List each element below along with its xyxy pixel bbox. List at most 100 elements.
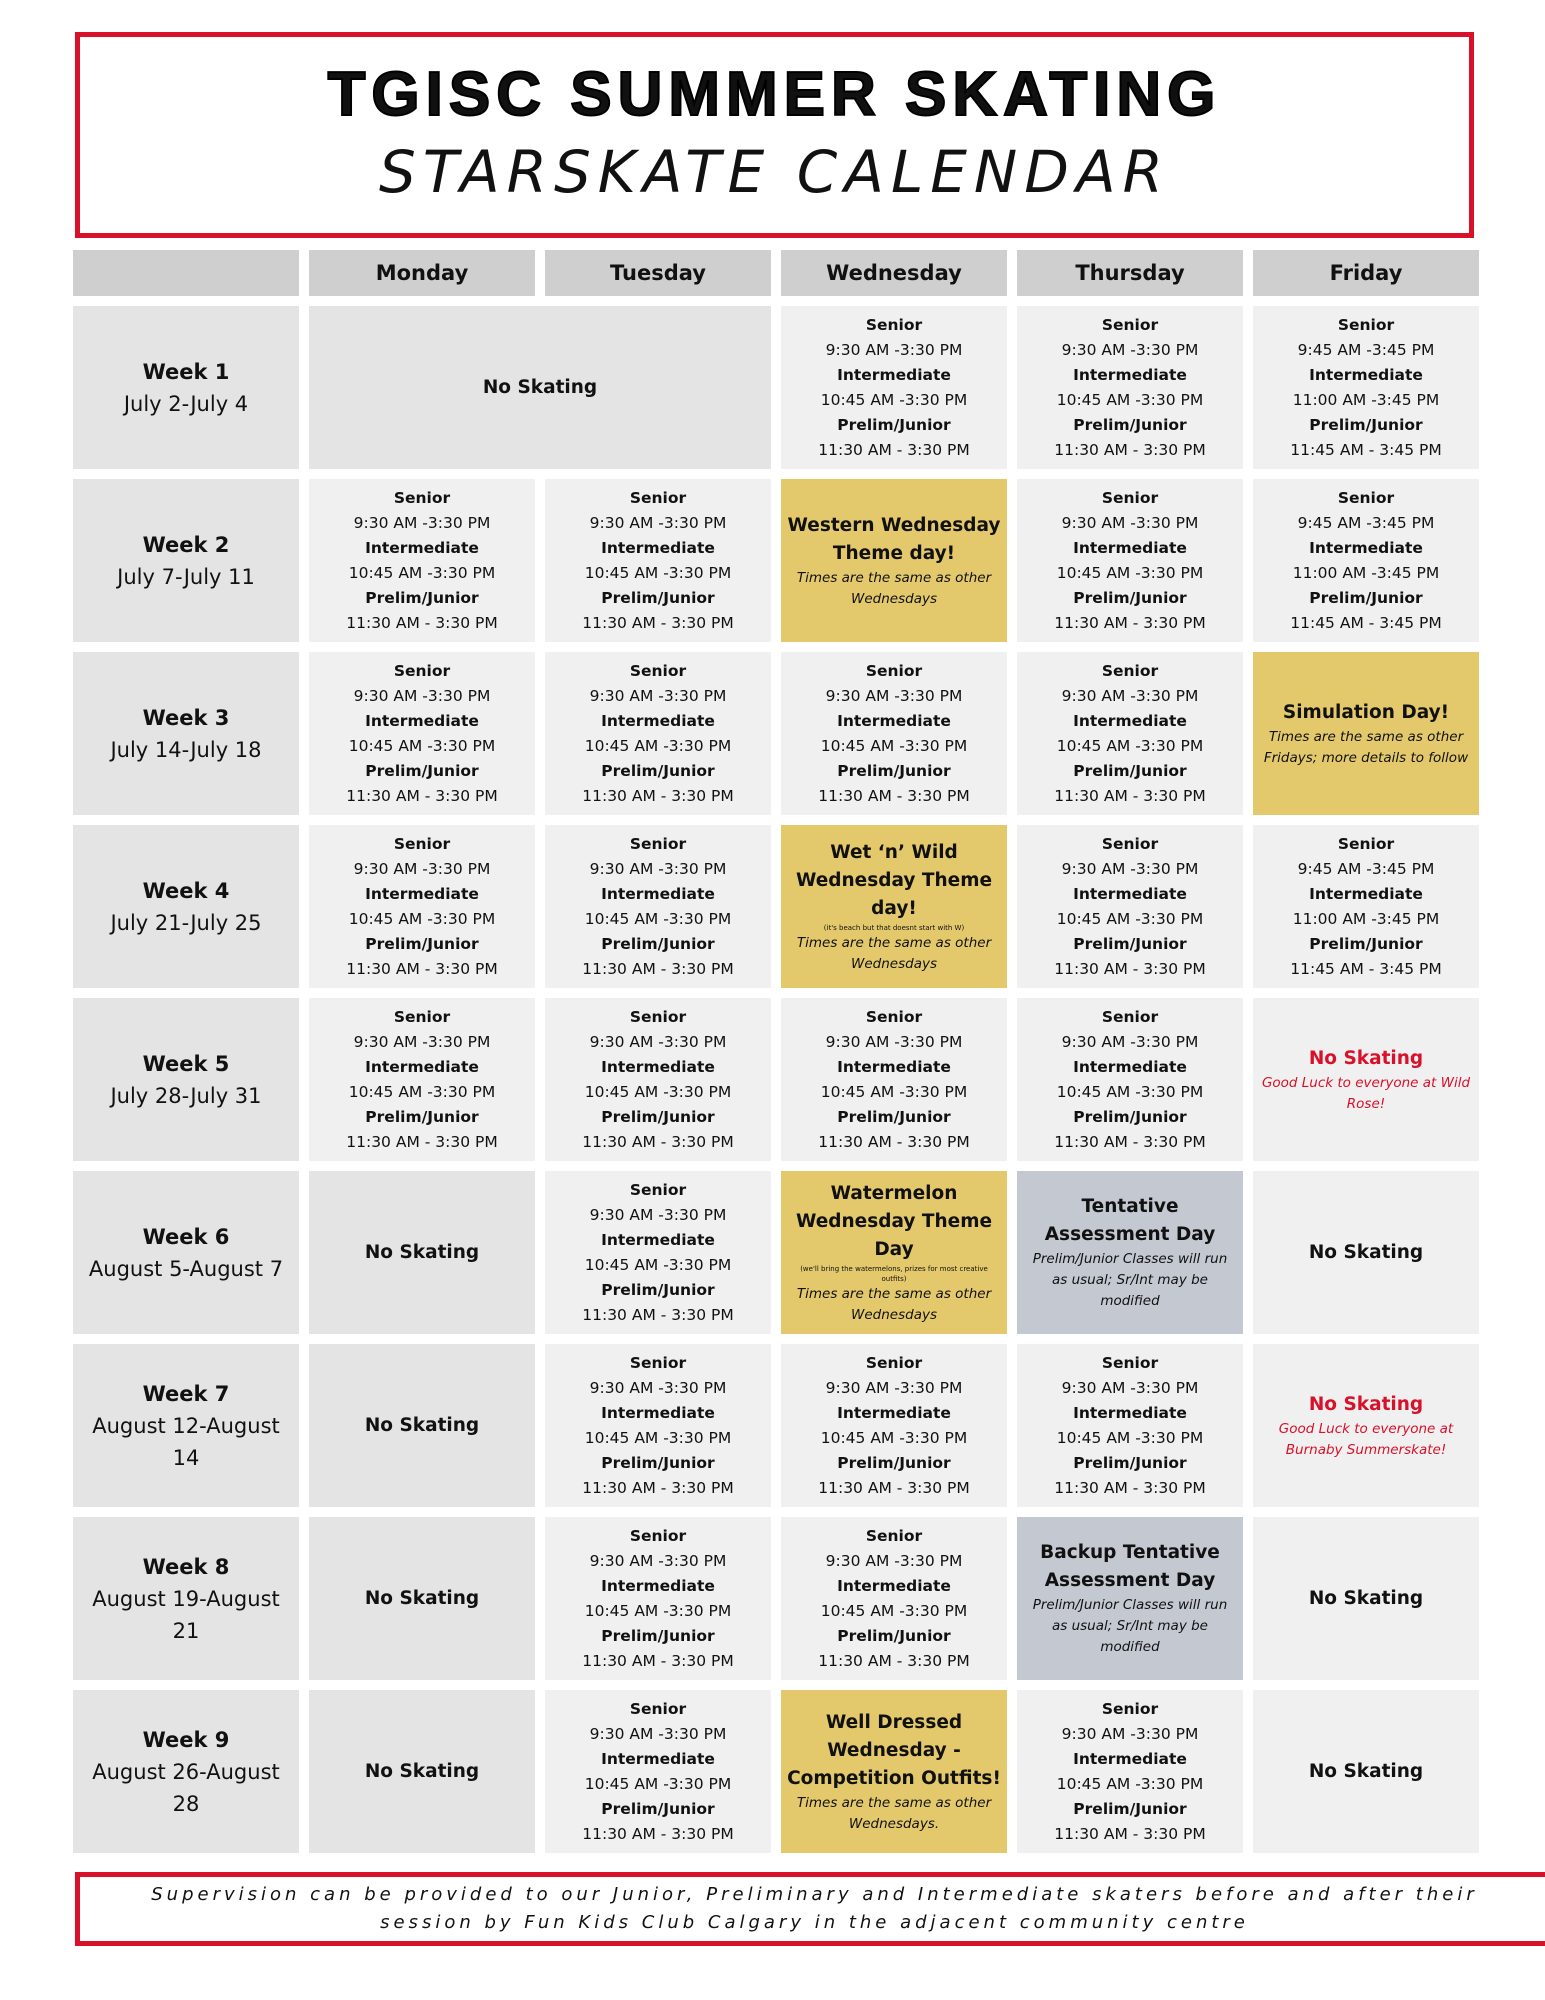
level-name: Intermediate (837, 365, 951, 384)
day-header: Monday (309, 250, 535, 296)
week-label: Week 2 July 7-July 11 (73, 479, 299, 642)
time-range: 11:30 AM - 3:30 PM (582, 786, 734, 805)
time-range: 9:30 AM -3:30 PM (825, 340, 963, 359)
level-name: Intermediate (601, 884, 715, 903)
level-name: Prelim/Junior (601, 588, 715, 607)
level-name: Intermediate (1073, 1057, 1187, 1076)
event-title: Western Wednesday Theme day! (787, 514, 1001, 564)
level-name: Prelim/Junior (601, 1280, 715, 1299)
time-range: 10:45 AM -3:30 PM (584, 1082, 732, 1101)
time-range: 11:45 AM - 3:45 PM (1290, 613, 1442, 632)
event-title: No Skating (1308, 1587, 1424, 1609)
time-range: 10:45 AM -3:30 PM (584, 736, 732, 755)
time-range: 9:30 AM -3:30 PM (589, 513, 727, 532)
time-range: 11:30 AM - 3:30 PM (1054, 613, 1206, 632)
level-name: Prelim/Junior (601, 1799, 715, 1818)
level-name: Prelim/Junior (1309, 415, 1423, 434)
week-label: Week 3 July 14-July 18 (73, 652, 299, 815)
schedule-cell: Senior 9:30 AM -3:30 PM Intermediate 10:45 … (1017, 479, 1243, 642)
time-range: 9:30 AM -3:30 PM (825, 1378, 963, 1397)
time-range: 10:45 AM -3:30 PM (1056, 563, 1204, 582)
day-header: Friday (1253, 250, 1479, 296)
time-range: 11:30 AM - 3:30 PM (582, 1132, 734, 1151)
level-name: Senior (629, 488, 687, 507)
header: TGISC SUMMER SKATING STARSKATE CALENDAR (75, 32, 1474, 238)
level-name: Senior (1337, 834, 1395, 853)
event-cell: No Skating (1253, 1171, 1479, 1334)
level-name: Senior (1101, 1353, 1159, 1372)
event-title: No Skating (364, 1760, 480, 1782)
day-header: Tuesday (545, 250, 771, 296)
footer-text: Supervision can be provided to our Junio… (151, 1884, 1478, 1933)
event-title: No Skating (364, 1241, 480, 1263)
time-range: 9:30 AM -3:30 PM (353, 513, 491, 532)
time-range: 11:30 AM - 3:30 PM (582, 1478, 734, 1497)
level-name: Intermediate (365, 711, 479, 730)
time-range: 10:45 AM -3:30 PM (1056, 736, 1204, 755)
time-range: 11:30 AM - 3:30 PM (1054, 440, 1206, 459)
level-name: Prelim/Junior (601, 1453, 715, 1472)
time-range: 9:30 AM -3:30 PM (353, 859, 491, 878)
level-name: Senior (393, 661, 451, 680)
event-cell: Backup Tentative Assessment Day Prelim/Ju… (1017, 1517, 1243, 1680)
level-name: Prelim/Junior (1309, 934, 1423, 953)
event-title: No Skating (1308, 1047, 1424, 1069)
time-range: 10:45 AM -3:30 PM (820, 1601, 968, 1620)
time-range: 11:45 AM - 3:45 PM (1290, 959, 1442, 978)
time-range: 9:30 AM -3:30 PM (589, 1205, 727, 1224)
schedule-cell: Senior 9:30 AM -3:30 PM Intermediate 10:45 … (545, 1171, 771, 1334)
time-range: 9:30 AM -3:30 PM (353, 1032, 491, 1051)
time-range: 9:30 AM -3:30 PM (825, 686, 963, 705)
time-range: 10:45 AM -3:30 PM (584, 563, 732, 582)
calendar-table: Monday Tuesday Wednesday Thursday Friday Week… (73, 250, 1479, 1853)
time-range: 11:30 AM - 3:30 PM (818, 1651, 970, 1670)
level-name: Senior (865, 1353, 923, 1372)
week-name: Week 7 (142, 1381, 230, 1406)
event-cell: Simulation Day! Times are the same as oth… (1253, 652, 1479, 815)
event-title: No Skating (364, 1587, 480, 1609)
level-name: Prelim/Junior (837, 1107, 951, 1126)
event-cell: No Skating (309, 1517, 535, 1680)
event-cell: No Skating (1253, 1517, 1479, 1680)
level-name: Senior (865, 661, 923, 680)
week-name: Week 8 (142, 1554, 230, 1579)
level-name: Prelim/Junior (1073, 1453, 1187, 1472)
schedule-cell: Senior 9:30 AM -3:30 PM Intermediate 10:45 … (545, 1517, 771, 1680)
week-dates: August 19-August 21 (92, 1586, 280, 1643)
level-name: Senior (865, 315, 923, 334)
level-name: Intermediate (1309, 884, 1423, 903)
time-range: 9:30 AM -3:30 PM (1061, 340, 1199, 359)
time-range: 11:30 AM - 3:30 PM (818, 1478, 970, 1497)
footer: Supervision can be provided to our Junio… (75, 1872, 1545, 1946)
time-range: 11:00 AM -3:45 PM (1292, 390, 1440, 409)
level-name: Prelim/Junior (365, 1107, 479, 1126)
level-name: Prelim/Junior (365, 934, 479, 953)
level-name: Prelim/Junior (837, 1453, 951, 1472)
schedule-cell: Senior 9:30 AM -3:30 PM Intermediate 10:45 … (309, 825, 535, 988)
event-detail: Good Luck to everyone at Wild Rose! (1261, 1074, 1471, 1112)
level-name: Senior (393, 488, 451, 507)
time-range: 11:30 AM - 3:30 PM (1054, 959, 1206, 978)
time-range: 11:30 AM - 3:30 PM (346, 959, 498, 978)
time-range: 9:30 AM -3:30 PM (589, 1724, 727, 1743)
level-name: Prelim/Junior (837, 761, 951, 780)
event-title: No Skating (1308, 1760, 1424, 1782)
level-name: Prelim/Junior (1073, 1799, 1187, 1818)
level-name: Senior (1101, 834, 1159, 853)
level-name: Senior (629, 834, 687, 853)
time-range: 11:30 AM - 3:30 PM (582, 1305, 734, 1324)
time-range: 11:30 AM - 3:30 PM (1054, 786, 1206, 805)
time-range: 10:45 AM -3:30 PM (1056, 390, 1204, 409)
schedule-cell: Senior 9:30 AM -3:30 PM Intermediate 10:45 … (1017, 1690, 1243, 1853)
schedule-cell: Senior 9:30 AM -3:30 PM Intermediate 10:45 … (781, 1517, 1007, 1680)
schedule-cell: Senior 9:45 AM -3:45 PM Intermediate 11:00 … (1253, 825, 1479, 988)
level-name: Intermediate (601, 1057, 715, 1076)
subtitle: STARSKATE CALENDAR (379, 138, 1170, 206)
week-dates: July 21-July 25 (110, 910, 262, 935)
week-label: Week 1 July 2-July 4 (73, 306, 299, 469)
level-name: Senior (629, 1353, 687, 1372)
level-name: Prelim/Junior (1073, 1107, 1187, 1126)
level-name: Intermediate (601, 711, 715, 730)
schedule-cell: Senior 9:30 AM -3:30 PM Intermediate 10:45 … (545, 479, 771, 642)
event-title: Wet ‘n’ Wild Wednesday Theme day! (795, 841, 993, 919)
